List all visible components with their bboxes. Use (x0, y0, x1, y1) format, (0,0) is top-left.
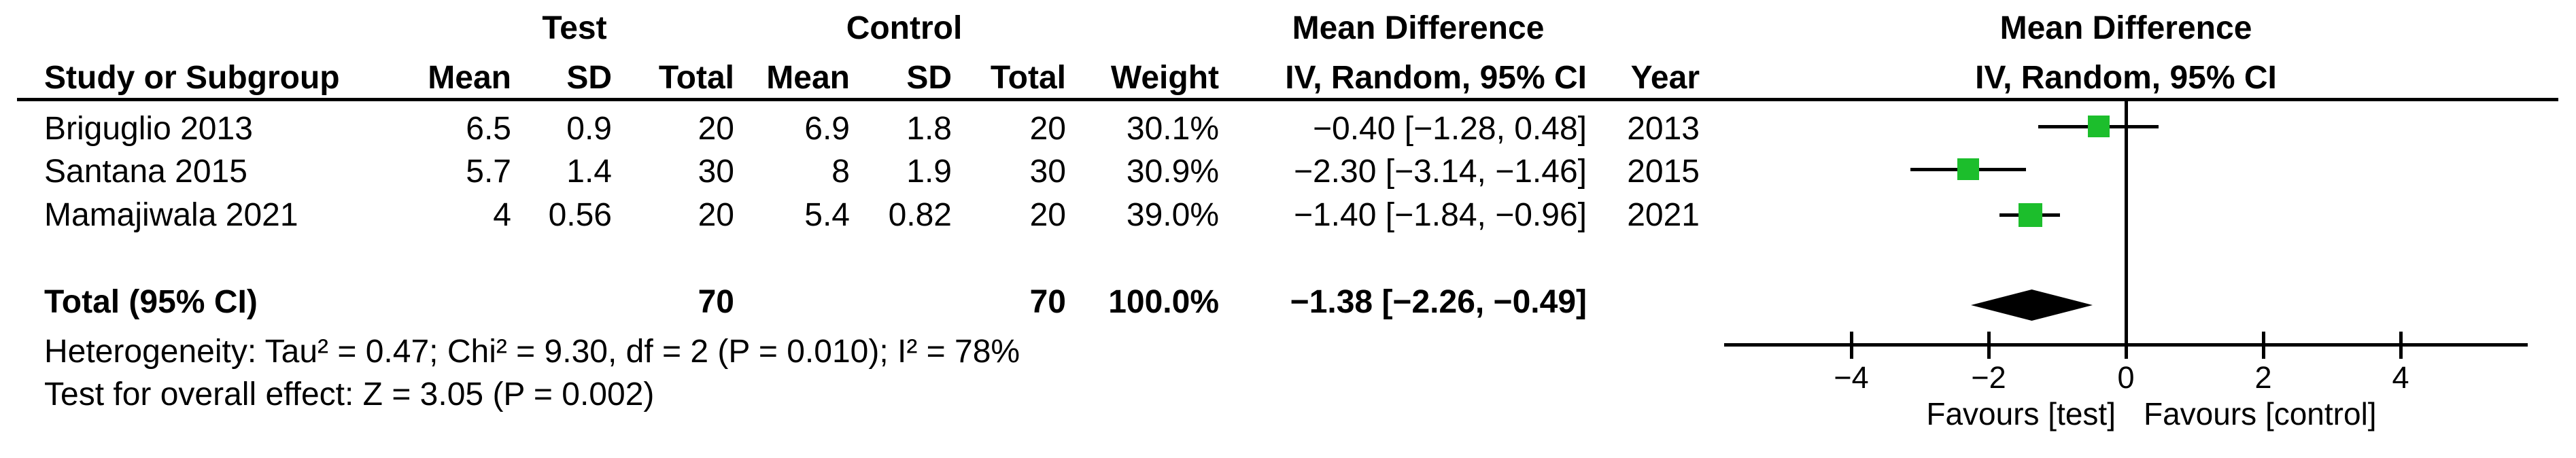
col-header-control-mean: Mean (766, 60, 850, 96)
total-test-total: 70 (698, 284, 734, 320)
x-tick-label: −4 (1834, 360, 1869, 395)
cell-year: 2015 (1627, 154, 1700, 190)
study-name: Mamajiwala 2021 (44, 197, 298, 233)
cell-control-mean: 6.9 (804, 111, 850, 147)
cell-test-mean: 5.7 (466, 154, 511, 190)
cell-year: 2021 (1627, 197, 1700, 233)
study-marker-square (1957, 158, 1979, 180)
total-md-ci: −1.38 [−2.26, −0.49] (1290, 284, 1587, 320)
total-weight: 100.0% (1108, 284, 1219, 320)
cell-control-sd: 0.82 (888, 197, 952, 233)
total-label: Total (95% CI) (44, 284, 258, 320)
cell-md-ci: −1.40 [−1.84, −0.96] (1293, 197, 1587, 233)
x-axis-tick (2125, 332, 2128, 359)
group-header-test: Test (542, 10, 607, 46)
zero-line (2125, 101, 2128, 347)
cell-control-sd: 1.9 (906, 154, 952, 190)
cell-test-mean: 6.5 (466, 111, 511, 147)
cell-control-total: 20 (1029, 111, 1066, 147)
group-header-control: Control (846, 10, 963, 46)
cell-control-sd: 1.8 (906, 111, 952, 147)
cell-md-ci: −0.40 [−1.28, 0.48] (1312, 111, 1587, 147)
col-header-test-sd: SD (566, 60, 612, 96)
md-table-header: Mean Difference (1292, 10, 1545, 46)
cell-control-mean: 5.4 (804, 197, 850, 233)
cell-control-mean: 8 (831, 154, 850, 190)
study-marker-square (2018, 202, 2042, 227)
col-header-year: Year (1630, 60, 1700, 96)
cell-md-ci: −2.30 [−3.14, −1.46] (1293, 154, 1587, 190)
favours-control-label: Favours [control] (2144, 396, 2377, 431)
study-name: Santana 2015 (44, 154, 247, 190)
x-axis-tick (2262, 332, 2265, 359)
cell-weight: 39.0% (1126, 197, 1219, 233)
col-header-study: Study or Subgroup (44, 60, 340, 96)
col-header-control-sd: SD (906, 60, 952, 96)
cell-test-total: 20 (698, 197, 734, 233)
md-plot-header: Mean Difference (1999, 10, 2252, 46)
header-rule (17, 98, 2558, 101)
col-header-md-ci: IV, Random, 95% CI (1285, 60, 1587, 96)
total-diamond (1971, 289, 2093, 321)
x-axis-tick (1987, 332, 1991, 359)
x-axis-tick (1850, 332, 1853, 359)
heterogeneity-text: Heterogeneity: Tau² = 0.47; Chi² = 9.30,… (44, 334, 1020, 370)
x-tick-label: 0 (2117, 360, 2135, 395)
col-header-control-total: Total (990, 60, 1066, 96)
cell-weight: 30.1% (1126, 111, 1219, 147)
cell-test-total: 30 (698, 154, 734, 190)
cell-year: 2013 (1627, 111, 1700, 147)
study-name: Briguglio 2013 (44, 111, 253, 147)
overall-effect-text: Test for overall effect: Z = 3.05 (P = 0… (44, 376, 655, 412)
cell-test-sd: 1.4 (566, 154, 612, 190)
x-tick-label: 4 (2392, 360, 2409, 395)
favours-test-label: Favours [test] (1926, 396, 2116, 431)
total-control-total: 70 (1029, 284, 1066, 320)
x-tick-label: 2 (2254, 360, 2272, 395)
cell-test-mean: 4 (493, 197, 511, 233)
col-header-weight: Weight (1110, 60, 1219, 96)
cell-test-sd: 0.9 (566, 111, 612, 147)
study-marker-square (2088, 116, 2110, 137)
cell-test-sd: 0.56 (548, 197, 612, 233)
col-header-test-total: Total (658, 60, 734, 96)
cell-test-total: 20 (698, 111, 734, 147)
cell-weight: 30.9% (1126, 154, 1219, 190)
x-tick-label: −2 (1971, 360, 2006, 395)
col-header-test-mean: Mean (428, 60, 511, 96)
cell-control-total: 20 (1029, 197, 1066, 233)
cell-control-total: 30 (1029, 154, 1066, 190)
x-axis-tick (2399, 332, 2403, 359)
col-header-md-ci-plot: IV, Random, 95% CI (1975, 60, 2277, 96)
